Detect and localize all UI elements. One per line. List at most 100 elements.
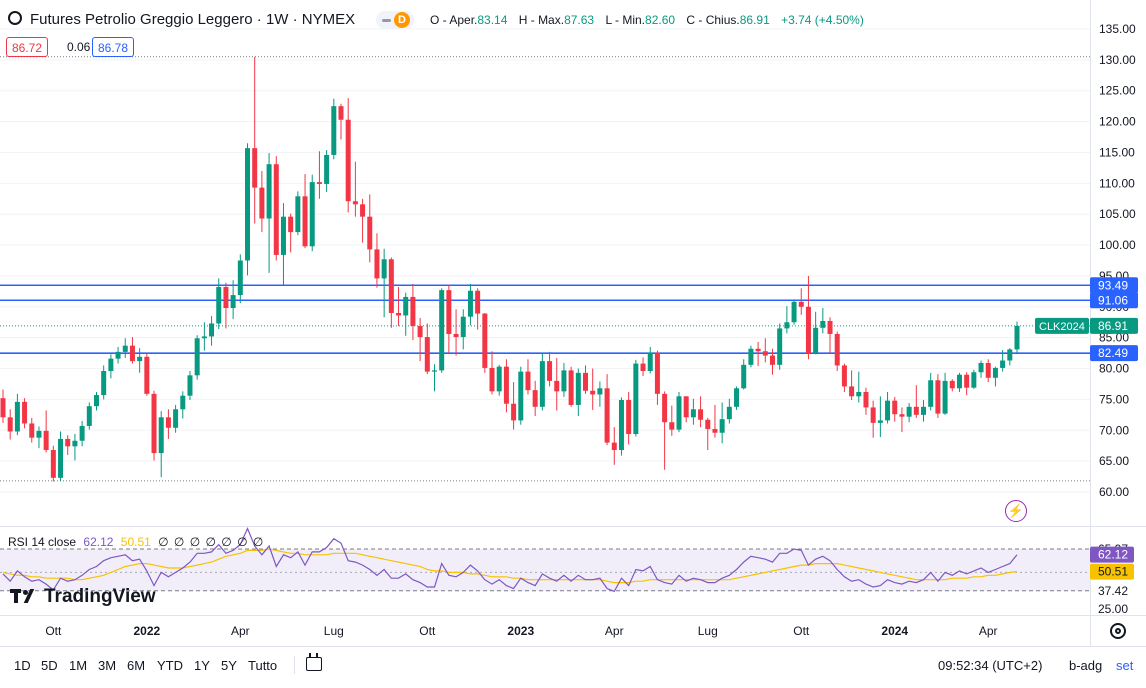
candle-body xyxy=(985,362,991,378)
timeframe-1m[interactable]: 1M xyxy=(69,658,88,673)
candle-body xyxy=(748,348,754,365)
candle-body xyxy=(769,355,775,365)
candle-body xyxy=(424,337,430,372)
candle-body xyxy=(374,249,380,279)
rsi-band-fill xyxy=(0,549,1090,591)
candle-body xyxy=(597,388,603,395)
sell-price-button[interactable]: 86.72 xyxy=(6,37,49,57)
clock-timezone[interactable]: 09:52:34 (UTC+2) xyxy=(938,658,1043,673)
candle-body xyxy=(115,351,121,359)
candle-body xyxy=(439,290,445,371)
candle-body xyxy=(187,375,193,396)
candle-body xyxy=(367,216,373,250)
buy-price-button[interactable]: 86.78 xyxy=(92,37,135,57)
candle-body xyxy=(726,406,732,420)
time-tick-label: Apr xyxy=(605,624,624,638)
candle-body xyxy=(971,372,977,388)
timeframe-6m[interactable]: 6M xyxy=(127,658,146,673)
low-value: 82.60 xyxy=(645,13,676,27)
timeframe-3m[interactable]: 3M xyxy=(98,658,117,673)
price-tick-label: 65.00 xyxy=(1099,454,1129,468)
time-tick-label: Ott xyxy=(419,624,436,638)
calendar-icon[interactable] xyxy=(306,653,322,671)
rsi-value-tag xyxy=(1090,546,1134,563)
candle-body xyxy=(575,372,581,405)
level-price-tag xyxy=(1090,345,1138,362)
candle-body xyxy=(201,336,207,339)
rsi-legend[interactable]: RSI 14 close 62.12 50.51 ∅ ∅ ∅ ∅ ∅ ∅ ∅ xyxy=(8,535,264,549)
candle-body xyxy=(618,400,624,451)
candle-body xyxy=(705,419,711,430)
candle-body xyxy=(43,430,49,451)
candle-body xyxy=(194,338,200,376)
timeframe-1y[interactable]: 1Y xyxy=(194,658,210,673)
time-tick-label: 2024 xyxy=(881,624,908,638)
tradingview-logo[interactable]: TradingView xyxy=(10,586,156,608)
candle-body xyxy=(712,429,718,433)
candle-body xyxy=(496,366,502,392)
price-tick-label: 110.00 xyxy=(1099,176,1135,190)
time-tick-label: 2022 xyxy=(133,624,160,638)
candle-body xyxy=(892,400,898,415)
symbol-title[interactable]: Futures Petrolio Greggio Leggero · 1W · … xyxy=(30,11,356,28)
candle-body xyxy=(137,356,143,362)
status-pill[interactable]: D xyxy=(376,11,414,29)
gear-icon[interactable] xyxy=(1110,623,1126,639)
candle-body xyxy=(640,363,646,372)
candle-body xyxy=(791,301,797,323)
candle-body xyxy=(503,366,509,404)
time-tick-label: 2023 xyxy=(507,624,534,638)
events-bolt-icon[interactable]: ⚡ xyxy=(1005,500,1027,522)
market-status-icon xyxy=(382,19,391,22)
time-tick-label: Ott xyxy=(793,624,810,638)
candle-body xyxy=(259,187,265,219)
timeframe-1d[interactable]: 1D xyxy=(14,658,31,673)
candle-body xyxy=(252,148,258,188)
candle-body xyxy=(870,407,876,423)
settlement-toggle[interactable]: set xyxy=(1116,658,1134,673)
candle-body xyxy=(906,406,912,417)
candle-body xyxy=(108,358,114,372)
adjustment-toggle[interactable]: b-adg xyxy=(1069,658,1103,673)
time-tick-label: Apr xyxy=(979,624,998,638)
candle-body xyxy=(65,438,71,447)
candle-body xyxy=(813,327,819,354)
candle-body xyxy=(72,440,78,447)
candle-body xyxy=(849,386,855,397)
candle-body xyxy=(417,325,423,338)
timeframe-5y[interactable]: 5Y xyxy=(221,658,237,673)
candle-body xyxy=(410,296,416,326)
candle-body xyxy=(590,390,596,395)
price-tick-label: 75.00 xyxy=(1099,392,1129,406)
level-price-label: 91.06 xyxy=(1098,293,1128,307)
candle-body xyxy=(741,364,747,389)
timeframe-5d[interactable]: 5D xyxy=(41,658,58,673)
time-axis[interactable]: LugOtt2022AprLugOtt2023AprLugOtt2024Apr xyxy=(0,615,1146,639)
candle-body xyxy=(1014,325,1020,350)
timeframe-all[interactable]: Tutto xyxy=(248,658,278,673)
candle-body xyxy=(475,290,481,314)
candle-body xyxy=(209,323,215,337)
candle-body xyxy=(403,296,409,316)
candle-body xyxy=(841,365,847,387)
close-label: C - Chius. xyxy=(686,13,740,27)
candle-body xyxy=(647,352,653,372)
candle-body xyxy=(942,380,948,414)
candle-body xyxy=(568,370,574,405)
candle-body xyxy=(611,442,617,451)
candle-body xyxy=(230,295,236,309)
candle-body xyxy=(777,328,783,365)
open-value: 83.14 xyxy=(477,13,508,27)
candle-body xyxy=(431,370,437,372)
candle-body xyxy=(273,164,279,255)
interval-badge: D xyxy=(394,12,410,28)
timeframe-ytd[interactable]: YTD xyxy=(157,658,183,673)
candle-body xyxy=(554,380,560,392)
price-axis[interactable]: 135.00 130.00 125.00 120.00 115.00 110.00 105.… xyxy=(1035,0,1138,646)
candle-body xyxy=(698,409,704,420)
candle-body xyxy=(79,425,85,441)
rsi-ma-line xyxy=(2,548,1018,584)
price-tick-label: 115.00 xyxy=(1099,145,1135,159)
candle-body xyxy=(151,393,157,454)
